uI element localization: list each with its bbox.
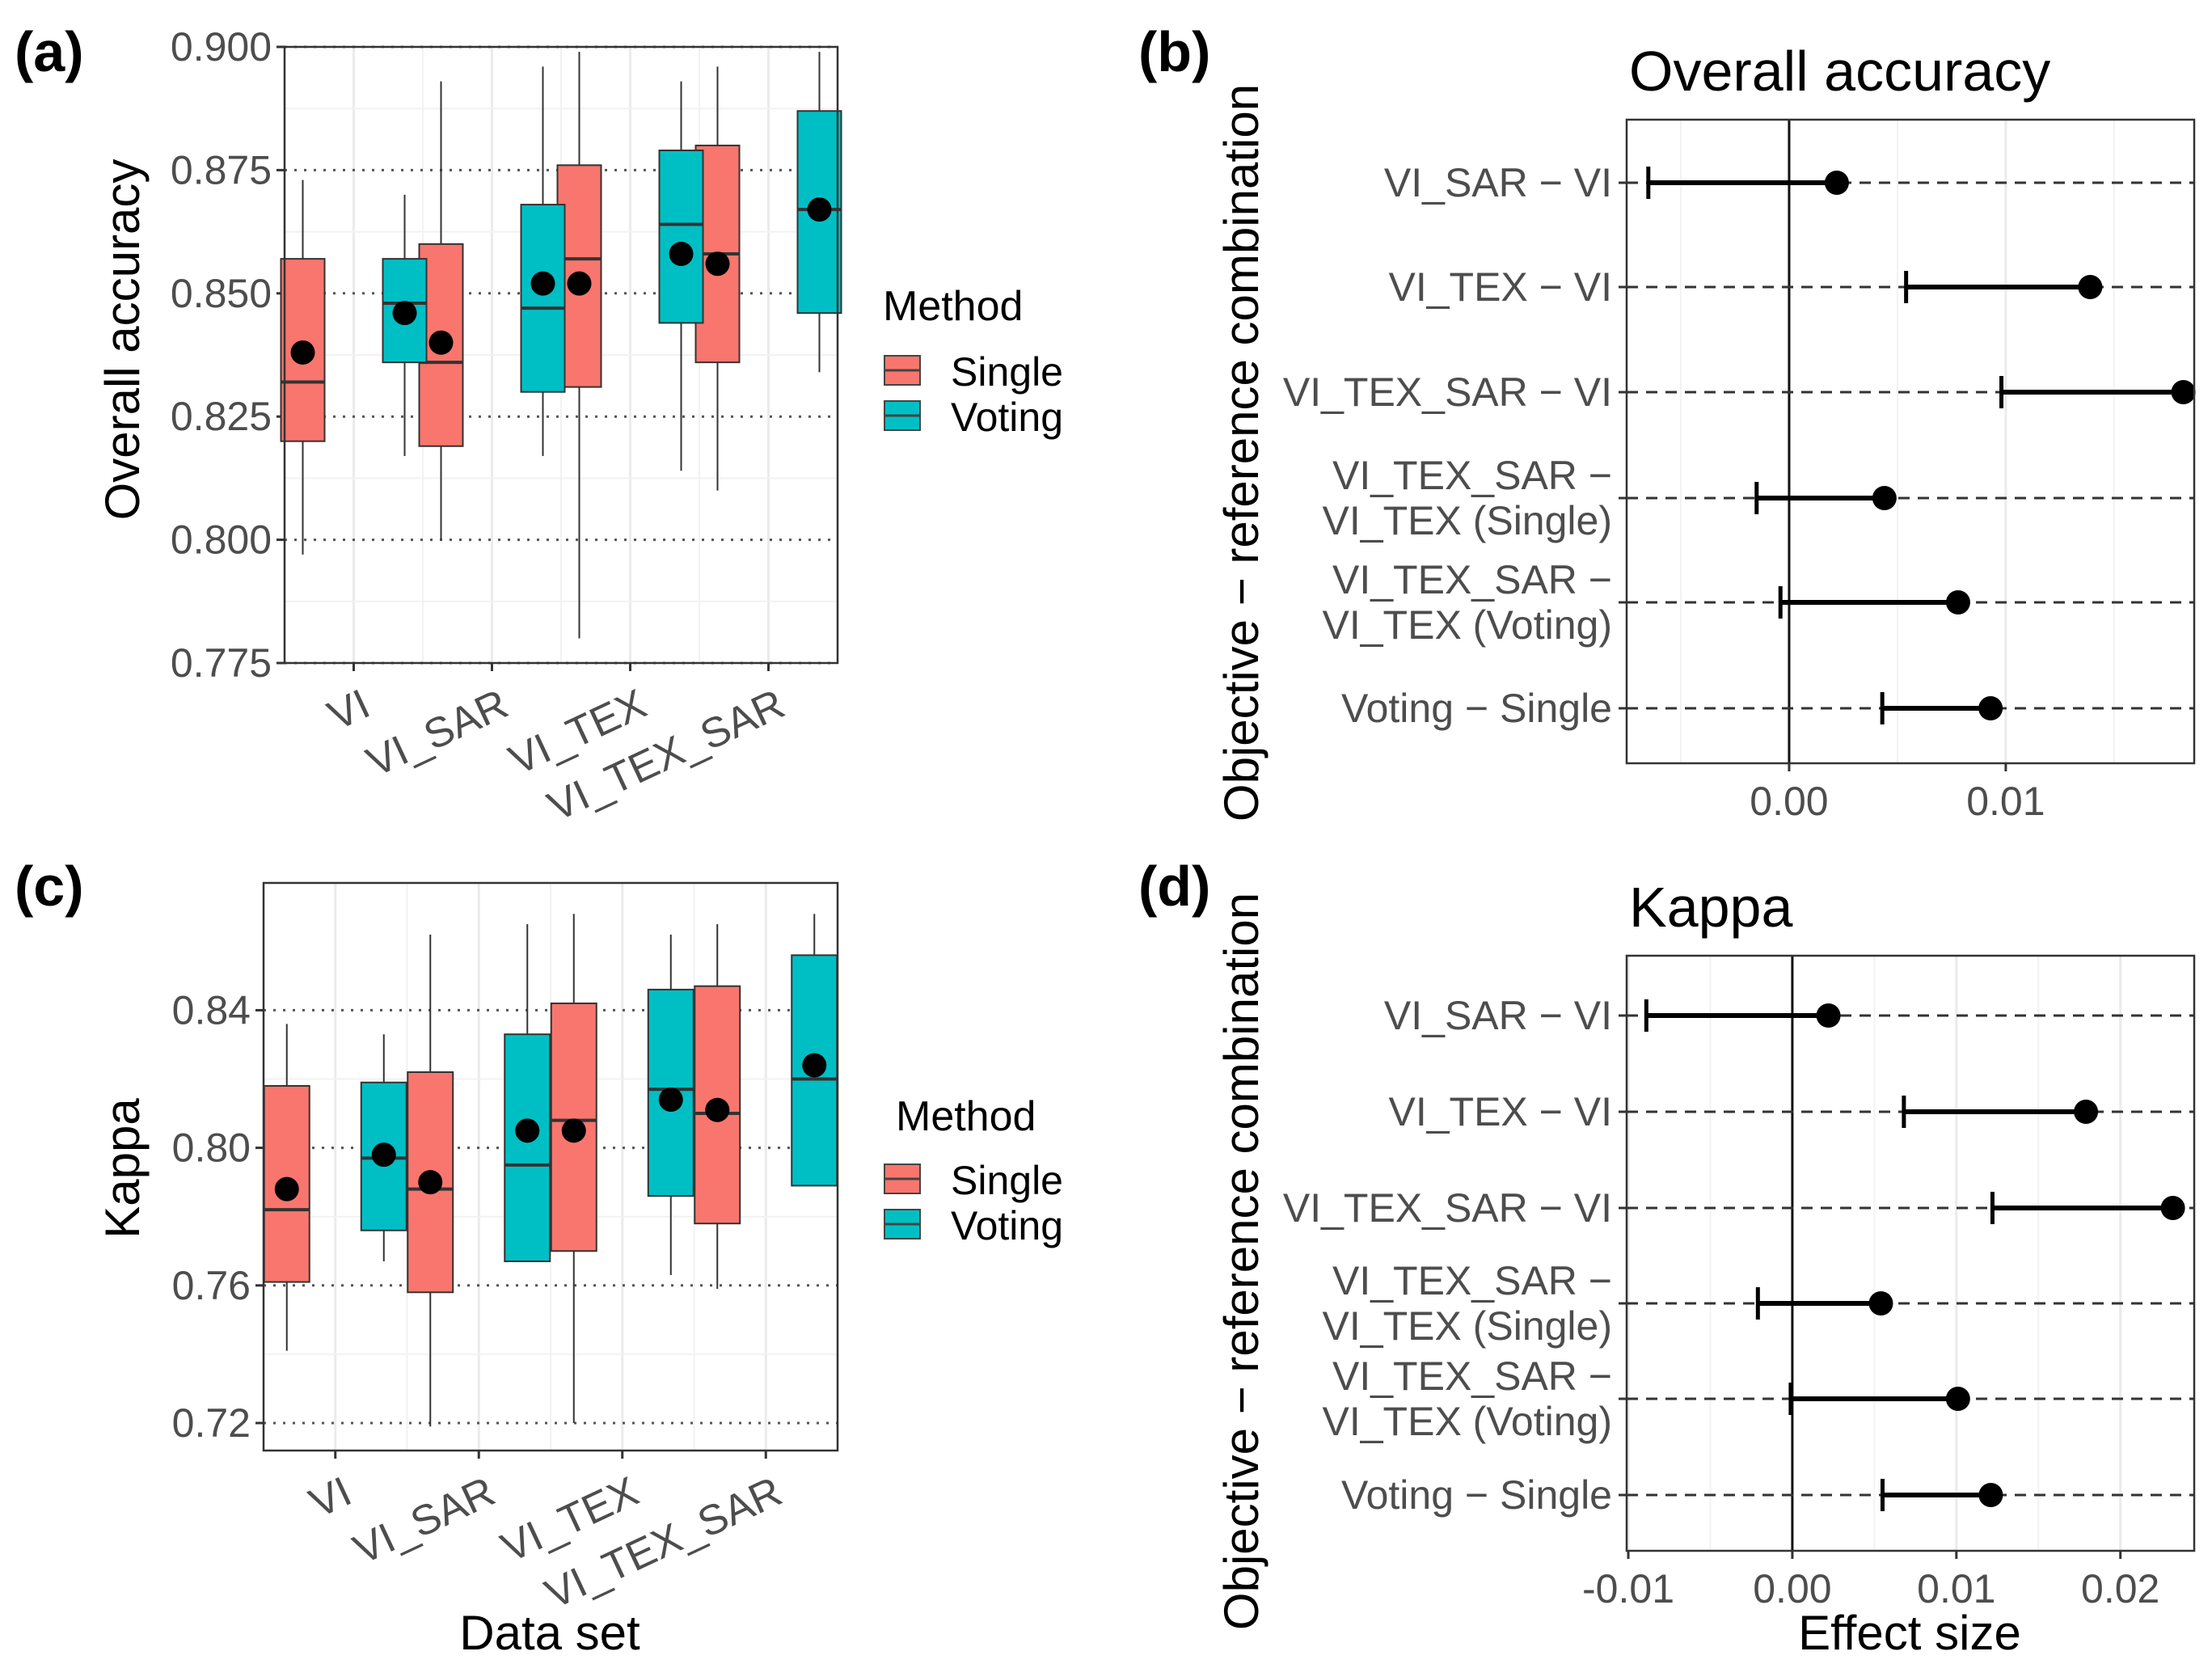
box-voting bbox=[658, 150, 704, 324]
panel-c-legend: Method Single Voting bbox=[884, 1093, 1063, 1248]
panel-a: (a) Overall accuracy Method Single Votin… bbox=[15, 20, 1063, 830]
row-label: VI_SAR − VI bbox=[1384, 160, 1612, 205]
x-tick-label: 0.01 bbox=[1917, 1566, 1995, 1611]
y-tick-label: 0.800 bbox=[171, 517, 272, 563]
plot-frame bbox=[262, 881, 839, 1452]
legend-c-label-single: Single bbox=[951, 1158, 1063, 1203]
row-label-line1: VI_TEX_SAR − bbox=[1332, 1258, 1612, 1303]
row-label: VI_TEX − VI bbox=[1388, 1089, 1612, 1134]
y-tick-label: 0.900 bbox=[171, 24, 272, 70]
mean-point bbox=[807, 197, 832, 222]
legend-c-label-voting: Voting bbox=[951, 1203, 1063, 1248]
legend-a-title: Method bbox=[883, 283, 1023, 330]
plot-frame bbox=[1625, 118, 2196, 765]
x-tick-label: 0.01 bbox=[1966, 779, 2045, 824]
plot-frame bbox=[283, 45, 839, 665]
box-voting bbox=[520, 204, 566, 393]
mean-point bbox=[658, 1088, 683, 1113]
panel-d: (d) Kappa Objective − reference combinat… bbox=[1138, 855, 2196, 1660]
mean-point bbox=[669, 242, 694, 267]
y-tick-label: 0.875 bbox=[171, 147, 272, 192]
mean-point bbox=[567, 271, 592, 296]
row-label: VI_SAR − VI bbox=[1384, 993, 1612, 1038]
panel-c-y-axis-title: Kappa bbox=[95, 1098, 150, 1239]
legend-c-title: Method bbox=[896, 1093, 1036, 1140]
row-label-line2: VI_TEX (Single) bbox=[1323, 498, 1612, 543]
y-tick-label: 0.72 bbox=[172, 1400, 251, 1446]
y-tick-label: 0.84 bbox=[172, 987, 251, 1033]
x-tick-label: -0.01 bbox=[1582, 1566, 1674, 1611]
y-tick-label: 0.76 bbox=[172, 1263, 251, 1308]
x-tick-label: 0.02 bbox=[2081, 1566, 2159, 1611]
estimate-point bbox=[1945, 1387, 1970, 1411]
row-label-line1: VI_TEX_SAR − bbox=[1332, 557, 1612, 602]
mean-point bbox=[428, 330, 454, 355]
mean-point bbox=[802, 1053, 827, 1078]
panel-d-title: Kappa bbox=[1629, 876, 1792, 939]
estimate-point bbox=[2171, 380, 2196, 404]
legend-a-label-single: Single bbox=[951, 349, 1063, 395]
mean-point bbox=[561, 1118, 586, 1143]
row-label: VI_TEX − VI bbox=[1388, 264, 1612, 310]
mean-point bbox=[418, 1170, 443, 1195]
y-tick-label: 0.850 bbox=[171, 271, 272, 316]
estimate-point bbox=[1816, 1003, 1841, 1028]
estimate-point bbox=[1978, 1483, 2003, 1507]
mean-point bbox=[371, 1142, 396, 1168]
panel-b-label: (b) bbox=[1138, 20, 1210, 83]
panel-d-label: (d) bbox=[1138, 855, 1210, 918]
y-tick-label: 0.80 bbox=[172, 1126, 251, 1171]
panel-d-y-axis-title: Objective − reference combination bbox=[1214, 893, 1269, 1630]
panel-a-label: (a) bbox=[15, 20, 84, 83]
x-tick-label: 0.00 bbox=[1750, 779, 1828, 824]
estimate-point bbox=[2074, 1100, 2099, 1124]
mean-point bbox=[515, 1118, 540, 1143]
y-tick-label: 0.825 bbox=[171, 394, 272, 439]
mean-point bbox=[705, 251, 730, 277]
box-voting bbox=[504, 1033, 551, 1262]
estimate-point bbox=[1824, 171, 1849, 195]
mean-point bbox=[530, 271, 555, 296]
estimate-point bbox=[1868, 1291, 1893, 1316]
estimate-point bbox=[1978, 696, 2003, 720]
row-label: VI_TEX_SAR − VI bbox=[1283, 1185, 1612, 1231]
mean-point bbox=[290, 340, 315, 365]
row-label: VI_TEX_SAR − VI bbox=[1283, 370, 1612, 415]
row-label: Voting − Single bbox=[1341, 1472, 1612, 1518]
estimate-point bbox=[2160, 1196, 2185, 1220]
panel-b-y-axis-title: Objective − reference combination bbox=[1214, 84, 1269, 821]
x-tick-label: 0.00 bbox=[1753, 1566, 1831, 1611]
panel-c-label: (c) bbox=[15, 855, 84, 918]
legend-a-label-voting: Voting bbox=[951, 395, 1063, 440]
panel-b-title: Overall accuracy bbox=[1629, 40, 2050, 103]
panel-a-y-axis-title: Overall accuracy bbox=[95, 159, 150, 521]
panel-b: (b) Overall accuracy Objective − referen… bbox=[1138, 20, 2196, 824]
panel-d-x-axis-title: Effect size bbox=[1798, 1606, 2021, 1660]
estimate-point bbox=[2078, 275, 2103, 299]
panel-a-legend: Method Single Voting bbox=[883, 283, 1063, 440]
mean-point bbox=[705, 1097, 730, 1122]
row-label-line2: VI_TEX (Single) bbox=[1323, 1303, 1612, 1349]
mean-point bbox=[274, 1176, 299, 1202]
row-label-line1: VI_TEX_SAR − bbox=[1332, 1354, 1612, 1399]
panel-c-x-axis-title: Data set bbox=[459, 1606, 640, 1660]
row-label-line2: VI_TEX (Voting) bbox=[1323, 1399, 1613, 1444]
row-label: Voting − Single bbox=[1341, 686, 1612, 731]
plot-frame bbox=[1625, 954, 2196, 1552]
y-tick-label: 0.775 bbox=[171, 640, 272, 686]
estimate-point bbox=[1872, 486, 1897, 510]
row-label-line2: VI_TEX (Voting) bbox=[1323, 602, 1613, 648]
estimate-point bbox=[1945, 590, 1970, 614]
row-label-line1: VI_TEX_SAR − bbox=[1332, 453, 1612, 498]
mean-point bbox=[392, 301, 417, 326]
